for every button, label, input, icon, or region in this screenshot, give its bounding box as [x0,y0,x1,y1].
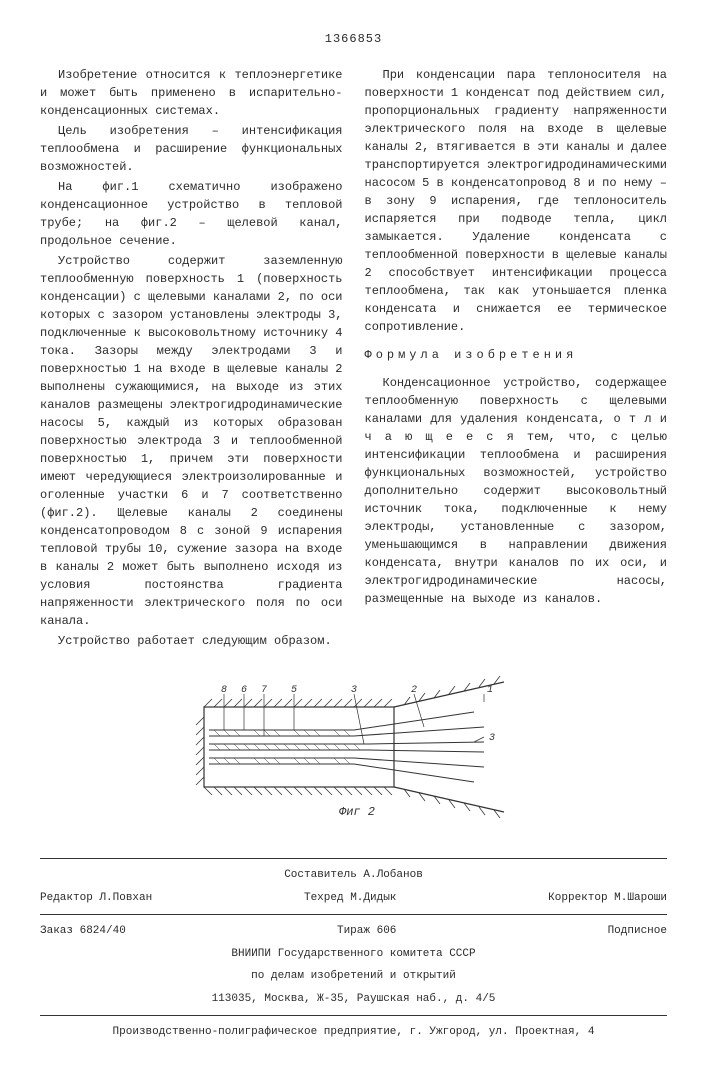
separator-3 [40,1015,667,1016]
para-l2: Цель изобретения – интенсификация теплоо… [40,122,343,176]
org2: по делам изобретений и открытий [40,968,667,985]
para-l3: На фиг.1 схематично изображено конденсац… [40,178,343,250]
left-column: Изобретение относится к теплоэнергетике … [40,66,343,652]
figure-caption: Фиг 2 [339,805,375,819]
document-number: 1366853 [40,30,667,48]
editor-row: Редактор Л.Повхан Техред М.Дидык Коррект… [40,890,667,907]
order-row: Заказ 6824/40 Тираж 606 Подписное [40,923,667,940]
para-l4: Устройство содержит заземленную теплообм… [40,252,343,630]
separator-2 [40,914,667,915]
fig-label-3b: 3 [489,733,495,744]
fig-label-3: 3 [351,685,357,696]
para-l5: Устройство работает следующим образом. [40,632,343,650]
order: Заказ 6824/40 [40,923,126,940]
fig-label-5: 5 [291,685,297,696]
tirazh: Тираж 606 [337,923,396,940]
fig-label-8: 8 [221,685,227,696]
footer: Производственно-полиграфическое предприя… [40,1024,667,1041]
fig-label-1: 1 [487,685,493,696]
org1: ВНИИПИ Государственного комитета СССР [40,946,667,963]
corrector: Корректор М.Шароши [548,890,667,907]
fig-label-2: 2 [411,685,417,696]
body-columns: Изобретение относится к теплоэнергетике … [40,66,667,652]
para-l1: Изобретение относится к теплоэнергетике … [40,66,343,120]
editor: Редактор Л.Повхан [40,890,152,907]
figure-svg: 8 6 7 5 3 2 1 3 Фиг 2 [184,672,524,822]
para-r2: Конденсационное устройство, содержащее т… [365,374,668,608]
fig-label-7: 7 [261,685,267,696]
para-r1: При конденсации пара теплоносителя на по… [365,66,668,336]
signed: Подписное [608,923,667,940]
fig-label-6: 6 [241,685,247,696]
addr: 113035, Москва, Ж-35, Раушская наб., д. … [40,991,667,1008]
right-column: При конденсации пара теплоносителя на по… [365,66,668,652]
figure-2: 8 6 7 5 3 2 1 3 Фиг 2 [40,672,667,828]
separator-1 [40,858,667,859]
formula-heading: Формула изобретения [365,346,668,364]
compiler-line: Составитель А.Лобанов [40,867,667,884]
techred: Техред М.Дидык [304,890,396,907]
